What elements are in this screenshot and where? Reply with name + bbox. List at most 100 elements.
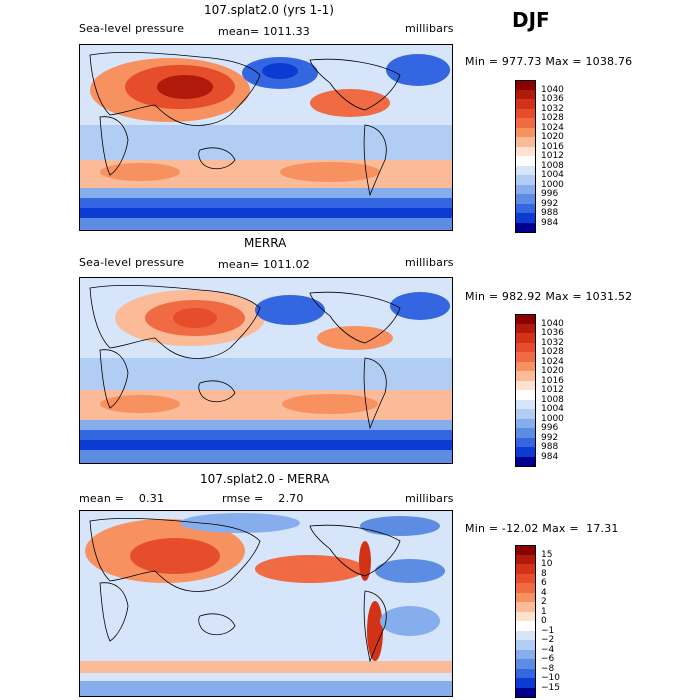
- colorbar-swatch: [515, 678, 536, 688]
- colorbar-swatch: [515, 108, 536, 119]
- colorbar-tick-label: 996: [541, 189, 559, 199]
- band-tropics: [80, 125, 452, 160]
- colorbar-swatch: [515, 428, 536, 438]
- andes-positive: [367, 601, 383, 661]
- colorbar-swatch: [515, 554, 536, 565]
- panel3-units-label: millibars: [405, 492, 454, 505]
- colorbar-swatch: [515, 184, 536, 195]
- colorbar-tick-label: 1020: [541, 366, 564, 376]
- band-southern-ocean-4: [80, 450, 452, 463]
- colorbar-swatch: [515, 118, 536, 128]
- panel1-minmax: Min = 977.73 Max = 1038.76: [465, 55, 633, 68]
- colorbar-swatch: [515, 399, 536, 410]
- coast-africa: [99, 349, 129, 409]
- panel2-mean-label: mean= 1011.02: [218, 258, 310, 271]
- colorbar-swatch: [515, 390, 536, 400]
- colorbar-tick-label: 1012: [541, 385, 564, 395]
- coast-eurasia: [89, 51, 261, 126]
- arctic-negative: [180, 513, 300, 533]
- colorbar-tick-label: 984: [541, 217, 559, 228]
- colorbar-tick-label: 1020: [541, 132, 564, 142]
- colorbar-tick-label: 1004: [541, 170, 564, 180]
- colorbar-swatch: [515, 640, 536, 650]
- coast-australia: [198, 380, 236, 403]
- colorbar-tick-label: 1032: [541, 103, 564, 114]
- colorbar-swatch: [515, 127, 536, 138]
- south-pacific-high: [282, 394, 378, 414]
- colorbar-swatch: [515, 222, 536, 233]
- colorbar-swatch: [515, 323, 536, 334]
- band-southern-ocean-2: [80, 198, 452, 208]
- colorbar-tick-label: 992: [541, 198, 559, 209]
- south-indian-high: [100, 395, 180, 413]
- colorbar-swatch: [515, 203, 536, 214]
- colorbar-swatch: [515, 409, 536, 419]
- coastlines: [89, 284, 401, 430]
- coast-africa: [99, 116, 129, 176]
- colorbar-swatch: [515, 99, 536, 109]
- rockies-positive: [359, 541, 371, 581]
- colorbar-swatch: [515, 371, 536, 381]
- colorbar-swatch: [515, 621, 536, 631]
- colorbar-swatch: [515, 80, 536, 90]
- coastlines: [89, 51, 401, 197]
- north-atlantic-negative: [375, 559, 445, 583]
- icelandic-low: [390, 292, 450, 320]
- colorbar-swatch: [515, 447, 536, 457]
- colorbar-tick-label: 1008: [541, 160, 564, 171]
- colorbar-tick-label: 10: [541, 559, 553, 569]
- aleutian-low: [255, 295, 325, 325]
- colorbar-swatch: [515, 649, 536, 660]
- colorbar-swatch: [515, 352, 536, 362]
- colorbar-swatch: [515, 611, 536, 622]
- panel1-variable-label: Sea-level pressure: [79, 22, 185, 35]
- colorbar-tick-label: 1028: [541, 347, 564, 357]
- colorbar-tick-label: 1036: [541, 94, 564, 104]
- colorbar-tick-label: −4: [541, 644, 555, 655]
- colorbar-tick-label: 1016: [541, 375, 564, 386]
- band-southern-ocean-1: [80, 188, 452, 198]
- band-tropics: [80, 358, 452, 393]
- colorbar-swatch: [515, 602, 536, 612]
- coast-australia: [198, 147, 236, 170]
- colorbar-tick-label: 1040: [541, 84, 564, 95]
- colorbar-tick-label: 1028: [541, 113, 564, 123]
- coast-north-america: [309, 524, 401, 577]
- colorbar-tick-label: 1012: [541, 151, 564, 161]
- colorbar-swatch: [515, 659, 536, 669]
- north-pacific-positive: [255, 555, 365, 583]
- south-pacific-high: [280, 162, 380, 182]
- colorbar-swatch: [515, 175, 536, 185]
- coast-eurasia: [89, 284, 261, 359]
- coast-eurasia: [89, 517, 261, 592]
- panel2-map: [79, 277, 453, 464]
- season-label: DJF: [512, 8, 550, 32]
- colorbar-tick-label: 996: [541, 423, 559, 433]
- colorbar-tick-label: 1000: [541, 179, 564, 190]
- colorbar-tick-label: 1024: [541, 122, 564, 133]
- colorbar-tick-label: 984: [541, 451, 559, 462]
- colorbar-swatch: [515, 213, 536, 223]
- colorbar-tick-label: 1016: [541, 141, 564, 152]
- colorbar-swatch: [515, 583, 536, 593]
- coast-south-america: [363, 357, 387, 430]
- colorbar-swatch: [515, 165, 536, 176]
- panel1-map: [79, 44, 453, 231]
- panel1-title: 107.splat2.0 (yrs 1-1): [204, 3, 334, 17]
- band-southern-ocean-4: [80, 218, 452, 230]
- coast-australia: [198, 613, 236, 636]
- panel2-units-label: millibars: [405, 256, 454, 269]
- siberian-high-core: [173, 308, 217, 328]
- colorbar-swatch: [515, 437, 536, 448]
- panel2-variable-label: Sea-level pressure: [79, 256, 185, 269]
- band-southern-ocean-3: [80, 440, 452, 450]
- colorbar-swatch: [515, 668, 536, 679]
- coast-north-america: [309, 291, 401, 344]
- colorbar-swatch: [515, 194, 536, 204]
- band-southern-ocean-2: [80, 430, 452, 440]
- colorbar-swatch: [515, 89, 536, 100]
- colorbar-swatch: [515, 314, 536, 324]
- colorbar-swatch: [515, 342, 536, 353]
- colorbar-swatch: [515, 156, 536, 166]
- panel3-minmax: Min = -12.02 Max = 17.31: [465, 522, 619, 535]
